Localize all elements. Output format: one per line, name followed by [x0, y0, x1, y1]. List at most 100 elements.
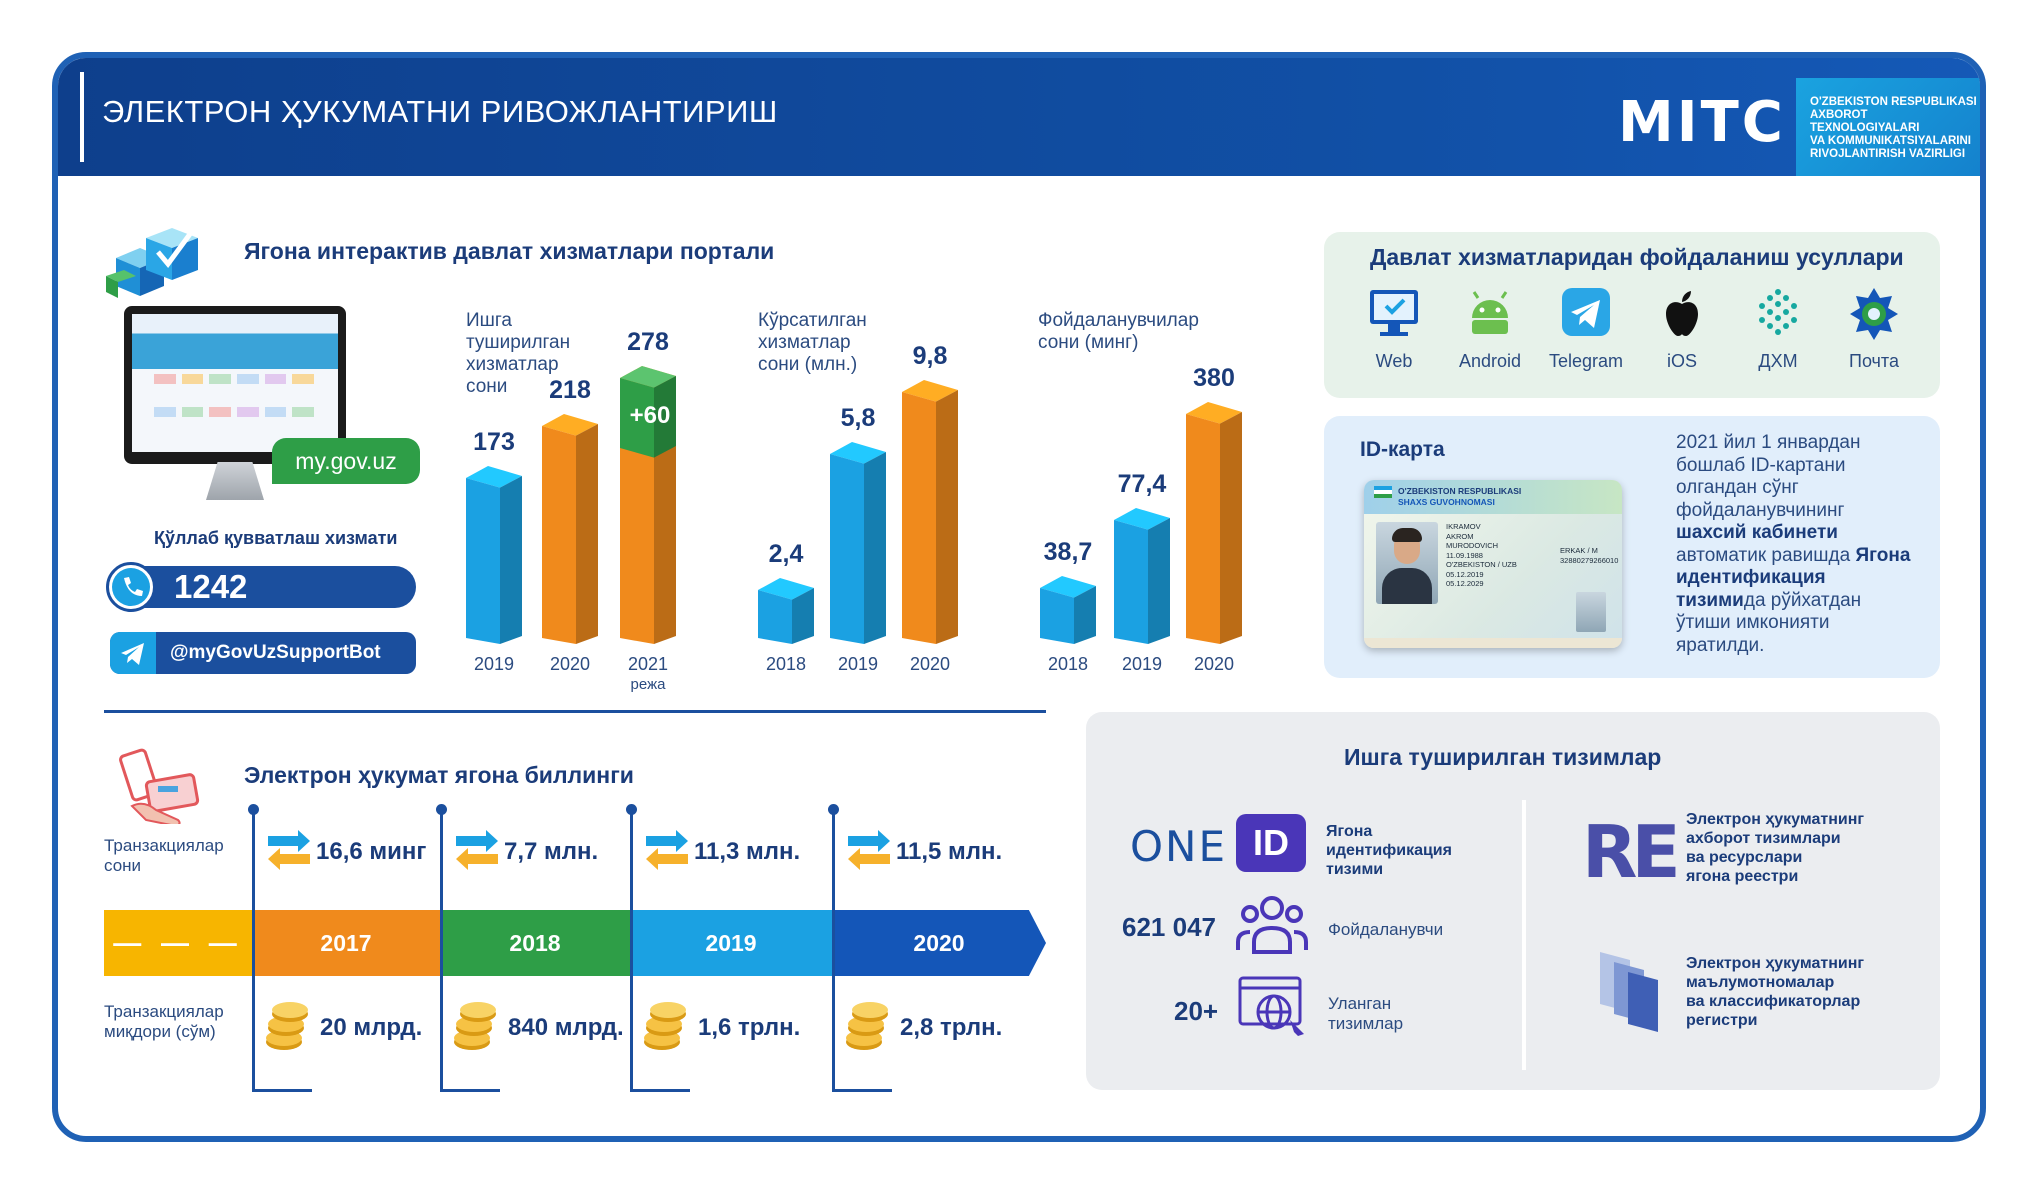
bar-front	[542, 426, 576, 644]
bar-front	[1186, 414, 1220, 644]
re-label-line: ва ресурслари	[1686, 849, 1803, 866]
timeline-foot	[630, 1089, 690, 1092]
method-telegram[interactable]: Telegram	[1538, 286, 1634, 372]
method-web[interactable]: Web	[1346, 286, 1442, 372]
bar-front	[830, 454, 864, 644]
bar-value: 218	[549, 376, 591, 404]
bar-top	[466, 466, 522, 488]
phone-pill[interactable]: 1242	[110, 566, 416, 608]
idcard-description: 2021 йил 1 январдан бошлаб ID-картани ол…	[1676, 432, 1920, 657]
header: ЭЛЕКТРОН ҲУКУМАТНИ РИВОЖЛАНТИРИШ MITC O'…	[58, 58, 1980, 176]
methods-list: Web Android Telegram iOS ДХМ	[1338, 286, 1928, 390]
android-icon	[1472, 291, 1508, 334]
bar-x-label: 2019	[473, 654, 515, 674]
row2-label: Транзакциялар миқдори (сўм)	[104, 1002, 224, 1042]
phone-icon	[106, 562, 156, 612]
transaction-count: 16,6 минг	[316, 838, 427, 865]
chart-label-line: Фойдаланувчилар	[1038, 310, 1199, 331]
oneid-label-line: идентификация	[1326, 842, 1452, 859]
chart-label-line: Кўрсатилган	[758, 310, 867, 331]
monitor	[124, 306, 346, 464]
row1-label: Транзакциялар сони	[104, 836, 224, 876]
method-android[interactable]: Android	[1442, 286, 1538, 372]
bar-value: 2,4	[768, 540, 804, 568]
row2-label-line: миқдори (сўм)	[104, 1022, 216, 1041]
desc-bold: Ягона идентификация тизими	[1676, 544, 1911, 611]
card-field: IKRAMOV	[1446, 522, 1481, 531]
transaction-count: 7,7 млн.	[504, 838, 599, 865]
web-systems-icon	[1238, 976, 1304, 1036]
transaction-count: 11,3 млн.	[694, 838, 801, 865]
bar-extra-label: +60	[630, 402, 671, 429]
bar	[758, 578, 814, 644]
bar-x-label: 2021	[627, 654, 669, 674]
bar-x-label: 2019	[837, 654, 879, 674]
bar	[466, 466, 522, 644]
transfer-arrows-icon	[848, 830, 890, 870]
ministry-line: RIVOJLANTIRISH VAZIRLIGI	[1810, 148, 1966, 160]
linked-label-line: Уланган	[1328, 994, 1392, 1013]
re-label-line: ахборот тизимлари	[1686, 830, 1841, 847]
chart-label-line: хизматлар	[466, 354, 559, 375]
method-label: Android	[1458, 351, 1522, 371]
bot-pill[interactable]: @myGovUzSupportBot	[110, 632, 416, 674]
desc-text: автоматик равишда	[1676, 544, 1856, 566]
bar	[830, 442, 886, 644]
section-divider	[104, 710, 1046, 713]
re-label-line: ягона реестри	[1686, 868, 1799, 885]
chart-label-line: хизматлар	[758, 332, 851, 353]
card-field: 05.12.2029	[1446, 579, 1484, 588]
card-band	[1364, 480, 1622, 514]
ministry-line: VA KOMMUNIKATSIYALARINI	[1810, 135, 1971, 147]
bar-side	[792, 588, 814, 644]
systems-divider	[1522, 800, 1526, 1070]
bar-side	[576, 424, 598, 644]
bar	[1186, 402, 1242, 644]
infographic-frame: ЭЛЕКТРОН ҲУКУМАТНИ РИВОЖЛАНТИРИШ MITC O'…	[52, 52, 1986, 1142]
site-badge[interactable]: my.gov.uz	[272, 438, 420, 484]
bar-front	[466, 478, 500, 644]
reg-label-line: маълумотномалар	[1686, 974, 1835, 991]
timeline-dot	[436, 804, 447, 815]
phone-number: 1242	[174, 568, 248, 605]
reg-label-line: Электрон ҳукуматнинг	[1686, 955, 1865, 972]
card-field: ERKAK / M	[1560, 546, 1598, 555]
flag-icon	[1374, 486, 1392, 498]
page-title: ЭЛЕКТРОН ҲУКУМАТНИ РИВОЖЛАНТИРИШ	[102, 94, 778, 129]
bar-top-green	[620, 366, 676, 388]
ministry-line: AXBOROT TEXNOLOGIYALARI	[1810, 109, 1920, 134]
chart-label-line: сони	[466, 376, 508, 397]
chart-label: Фойдаланувчилар сони (минг)	[1038, 310, 1199, 354]
ministry-line: O'ZBEKISTON RESPUBLIKASI	[1810, 96, 1977, 108]
method-label: Telegram	[1548, 351, 1624, 371]
timeline-foot	[440, 1089, 500, 1092]
method-ios[interactable]: iOS	[1634, 286, 1730, 372]
re-label: Электрон ҳукуматнинг ахборот тизимлари в…	[1686, 810, 1864, 886]
timeline-dashes: — — —	[104, 910, 252, 976]
method-label: ДХМ	[1758, 351, 1798, 371]
bot-handle: @myGovUzSupportBot	[170, 642, 381, 663]
telegram-icon	[110, 632, 156, 674]
monitor-stand	[206, 462, 264, 500]
re-logo: RE	[1582, 810, 1681, 894]
card-field: AKROM	[1446, 531, 1474, 541]
oneid-label-line: Ягона	[1326, 823, 1373, 840]
bar-top	[1186, 402, 1242, 424]
bar	[542, 414, 598, 644]
method-dhm[interactable]: ДХМ	[1730, 286, 1826, 372]
timeline-dot	[626, 804, 637, 815]
oneid-badge: ID	[1236, 814, 1306, 872]
reg-label: Электрон ҳукуматнинг маълумотномалар ва …	[1686, 954, 1864, 1030]
timeline-dot	[828, 804, 839, 815]
method-post[interactable]: Почта	[1826, 286, 1922, 372]
card-field: 11.09.1988	[1446, 550, 1483, 560]
reg-label-line: ва классификаторлар	[1686, 993, 1861, 1010]
portal-screen	[132, 314, 338, 452]
timeline-line	[252, 810, 255, 1092]
bar-top	[830, 442, 886, 464]
registry-layers-icon	[1600, 952, 1658, 1032]
reg-label-line: регистри	[1686, 1012, 1758, 1029]
coins-icon	[266, 1002, 308, 1050]
id-card-image: O'ZBEKISTON RESPUBLIKASI SHAXS GUVOHNOMA…	[1364, 480, 1622, 648]
bar	[1114, 508, 1170, 644]
